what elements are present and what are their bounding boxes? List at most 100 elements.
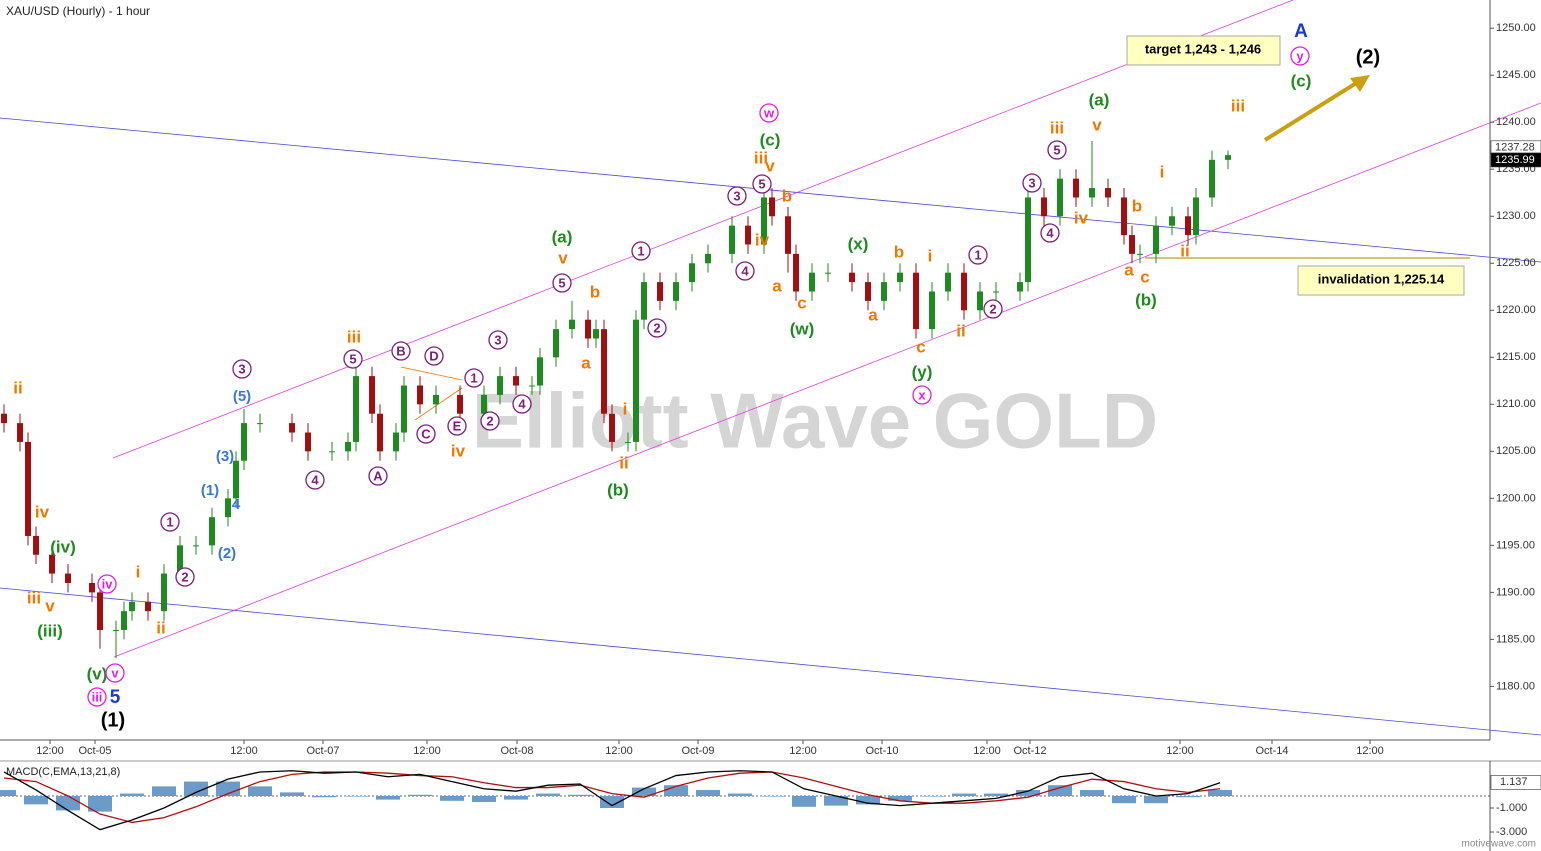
- candle-body: [145, 601, 151, 612]
- trend-line: [0, 587, 1541, 736]
- wave-circle: [488, 330, 508, 350]
- wave-circle: [447, 416, 467, 436]
- wave-circle: [305, 470, 325, 490]
- histogram-bar: [1176, 795, 1200, 798]
- candle-body: [289, 423, 295, 433]
- histogram-bar: [984, 793, 1008, 796]
- wave-label: A: [373, 468, 383, 483]
- wave-label: iv: [1074, 208, 1089, 227]
- price-tag-label: 1235.99: [1495, 154, 1535, 166]
- candle-body: [1025, 197, 1031, 283]
- wave-label: x: [918, 387, 926, 402]
- y-tick-label: -1.000: [1496, 802, 1527, 814]
- candle-body: [673, 282, 679, 301]
- price-tag-label: 1237.28: [1495, 142, 1535, 154]
- invalidation-box: [1297, 265, 1465, 296]
- x-tick-label: 12:00: [1166, 745, 1194, 757]
- x-tick-label: Oct-08: [500, 745, 533, 757]
- wave-label: ii: [1180, 241, 1189, 260]
- histogram-bar: [408, 794, 432, 796]
- target-label: target 1,243 - 1,246: [1145, 41, 1261, 56]
- candle-body: [1225, 155, 1231, 160]
- wave-label: a: [868, 305, 878, 324]
- histogram-bar: [760, 795, 784, 797]
- wave-label: 5: [349, 351, 356, 366]
- wave-circle: [1047, 140, 1067, 160]
- wave-circle: [87, 687, 107, 707]
- candle-body: [593, 329, 599, 339]
- histogram-bar: [1048, 785, 1072, 796]
- candle-body: [161, 573, 167, 612]
- candle-body: [1185, 216, 1191, 236]
- y-tick-label: -3.000: [1496, 826, 1527, 838]
- candle-body: [401, 385, 407, 433]
- histogram-bar: [664, 785, 688, 796]
- candle-body: [785, 216, 791, 254]
- wave-circle: [912, 385, 932, 405]
- candle-body: [761, 197, 767, 245]
- histogram-bar: [888, 795, 912, 801]
- wave-circle: [1040, 223, 1060, 243]
- wave-label: (iv): [50, 537, 76, 556]
- histogram-bar: [0, 789, 16, 796]
- wave-label: i: [1160, 162, 1165, 181]
- wave-label: (x): [848, 234, 869, 253]
- wave-label: C: [421, 426, 431, 441]
- x-tick-label: 12:00: [789, 745, 817, 757]
- candle-body: [793, 253, 799, 292]
- candle-body: [1193, 197, 1199, 236]
- candle-body: [849, 272, 855, 283]
- candle-body: [353, 376, 359, 442]
- histogram-bar: [600, 795, 624, 809]
- wave-label: iii: [92, 689, 103, 704]
- candle-body: [89, 582, 95, 593]
- wave-label: ii: [156, 618, 165, 637]
- candle-body: [633, 319, 639, 442]
- wave-circle: [512, 394, 532, 414]
- wave-label: iii: [1231, 96, 1245, 115]
- wave-label: A: [1294, 21, 1308, 42]
- candle-body: [481, 394, 487, 414]
- wave-label: c: [797, 293, 806, 312]
- wave-label: iii: [347, 327, 361, 346]
- wave-circle: [232, 359, 252, 379]
- wave-label: 5: [1053, 142, 1060, 157]
- wave-circle: [759, 103, 779, 123]
- wave-label: 1: [637, 243, 644, 258]
- wave-label: (b): [607, 480, 629, 499]
- wave-label: v: [45, 596, 55, 615]
- histogram-bar: [1112, 795, 1136, 804]
- histogram-bar: [248, 786, 272, 796]
- candle-body: [1017, 282, 1023, 292]
- x-tick-label: Oct-12: [1013, 745, 1046, 757]
- wave-circle: [735, 261, 755, 281]
- y-tick-label: 1180.00: [1496, 680, 1535, 692]
- channel-line: [113, 102, 1541, 658]
- wave-circle: [464, 368, 484, 388]
- candle-body: [769, 197, 775, 217]
- candle-body: [529, 385, 535, 387]
- candle-body: [225, 498, 231, 518]
- candle-body: [929, 291, 935, 330]
- candle-body: [33, 535, 39, 555]
- boxes: target 1,243 - 1,246 invalidation 1,225.…: [1126, 35, 1465, 296]
- histogram-bar: [1208, 789, 1232, 796]
- candle-body: [457, 394, 463, 414]
- histogram-bar: [152, 786, 176, 796]
- histogram-bar: [120, 793, 144, 796]
- histogram-bar: [216, 781, 240, 796]
- wave-label: (y): [912, 362, 933, 381]
- wave-label: w: [763, 105, 775, 120]
- candle-body: [809, 272, 815, 292]
- wave-label: iii: [754, 148, 768, 167]
- wave-circle: [175, 567, 195, 587]
- wave-label: ii: [13, 378, 22, 397]
- wave-label: 3: [1028, 175, 1035, 190]
- y-tick-label: 1215.00: [1496, 351, 1536, 363]
- candle-body: [49, 554, 55, 574]
- histogram-bar: [56, 795, 80, 811]
- y-tick-label: 1205.00: [1496, 445, 1536, 457]
- wave-circle: [647, 318, 667, 338]
- histogram-bar: [632, 787, 656, 796]
- wave-label: iv: [35, 502, 50, 521]
